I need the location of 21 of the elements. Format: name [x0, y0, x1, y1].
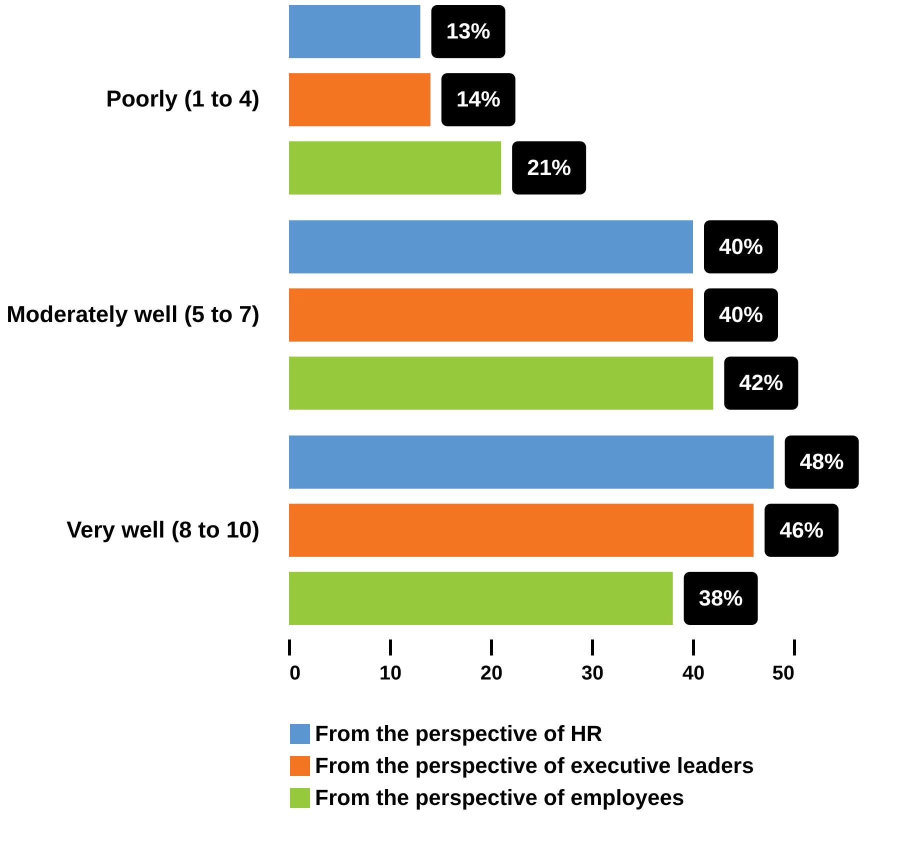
legend-label: From the perspective of executive leaders [315, 753, 754, 778]
data-label: 14% [456, 86, 500, 112]
legend-label: From the perspective of employees [315, 785, 684, 810]
y-tick-label: Poorly (1 to 4) [106, 86, 260, 112]
x-tick-label: 40 [682, 662, 705, 684]
data-label: 21% [527, 154, 572, 180]
legend-label: From the perspective of HR [315, 721, 602, 746]
x-tick-label: 20 [480, 662, 503, 684]
x-tick-label: 50 [772, 662, 794, 684]
data-label: 40% [718, 234, 764, 259]
x-tick-label: 10 [379, 662, 402, 684]
x-tick-label: 30 [581, 662, 604, 684]
data-label: 48% [800, 449, 844, 474]
data-label: 13% [446, 18, 490, 44]
data-label: 40% [718, 302, 764, 327]
x-tick-label: 0 [290, 662, 301, 684]
y-tick-label: Moderately well (5 to 7) [6, 301, 260, 327]
y-tick-label: Very well (8 to 10) [66, 516, 260, 542]
data-label: 42% [739, 370, 784, 396]
data-label: 38% [698, 585, 743, 610]
data-label: 46% [780, 517, 824, 542]
